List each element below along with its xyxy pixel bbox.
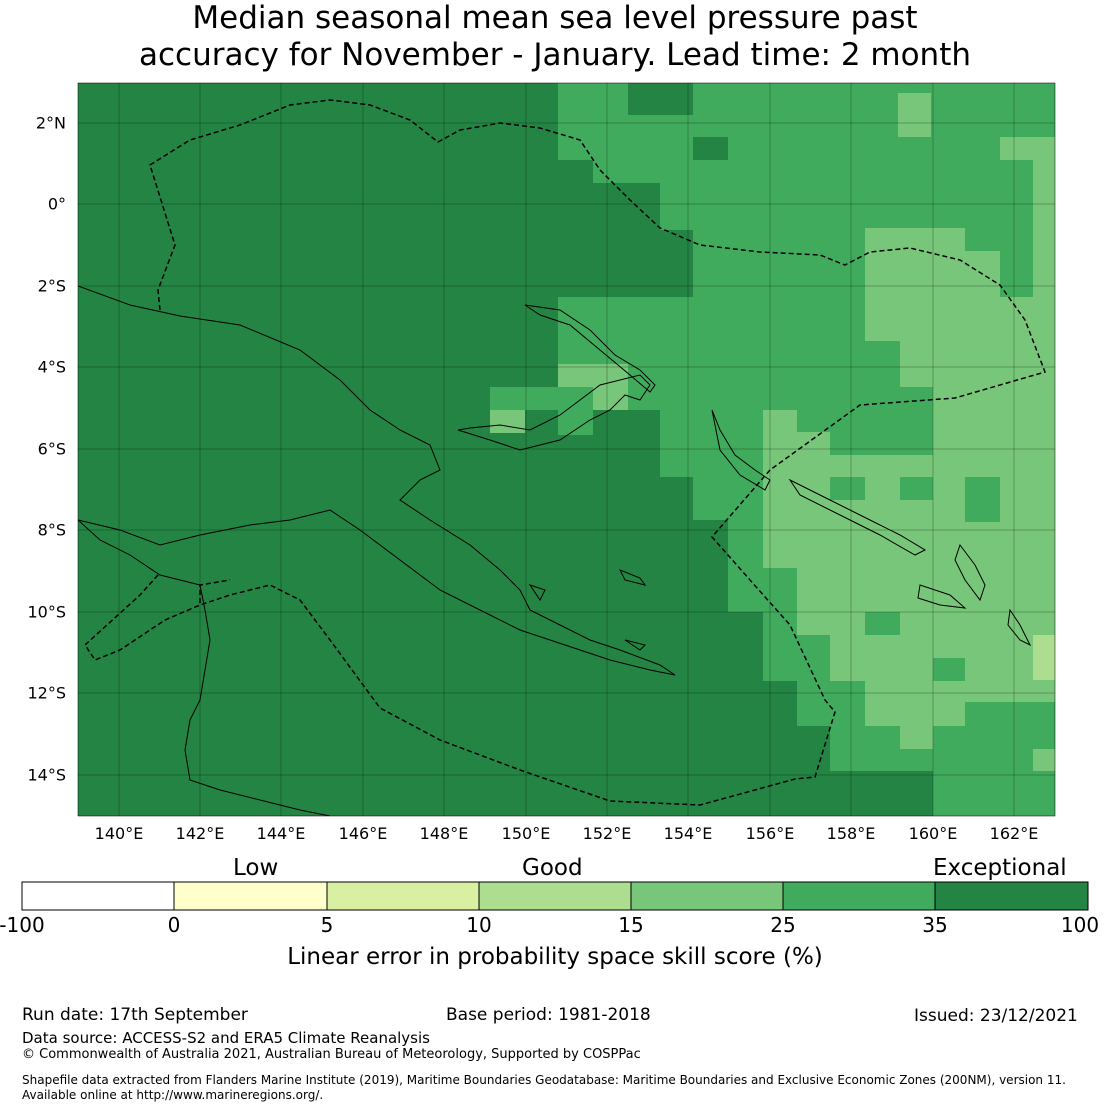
skill-cell-exceptional-b xyxy=(830,771,933,816)
skill-cell-light-d xyxy=(1033,635,1055,680)
lon-label-160e: 160°E xyxy=(908,824,958,843)
lon-label-158e: 158°E xyxy=(826,824,876,843)
colorbar-tick: 35 xyxy=(922,913,948,937)
colorbar-category-exceptional: Exceptional xyxy=(933,855,1067,881)
colorbar-tick: 10 xyxy=(466,913,492,937)
eez-boundary xyxy=(84,99,1046,806)
lat-label-2s: 2°S xyxy=(37,276,66,296)
issued-date: Issued: 23/12/2021 xyxy=(914,1006,1078,1026)
map-title-line-2: accuracy for November - January. Lead ti… xyxy=(138,37,972,73)
colorbar-tick: -100 xyxy=(0,913,45,937)
skill-cell-medium-e xyxy=(965,702,1055,749)
lat-label-12s: 12°S xyxy=(27,683,66,703)
png-eez xyxy=(84,99,1046,806)
run-date: Run date: 17th September xyxy=(22,1005,248,1025)
map-title-line-1: Median seasonal mean sea level pressure … xyxy=(192,0,918,36)
colorbar-category-good: Good xyxy=(522,855,583,881)
gridlines xyxy=(78,83,1055,816)
data-source: Data source: ACCESS-S2 and ERA5 Climate … xyxy=(22,1029,430,1047)
skill-cell-light-a xyxy=(558,364,593,387)
shapefile-credit: Shapefile data extracted from Flanders M… xyxy=(22,1073,1066,1087)
lon-label-154e: 154°E xyxy=(663,824,713,843)
new-ireland-coast xyxy=(524,304,656,393)
colorbar-tick: 100 xyxy=(1060,913,1100,937)
lon-label-142e: 142°E xyxy=(175,824,225,843)
skill-cell-good xyxy=(898,93,931,137)
skill-cell-medium-a xyxy=(830,477,865,500)
skill-region-15-25 xyxy=(763,137,1055,816)
skill-cell-medium-f xyxy=(865,612,900,635)
colorbar-tick: 0 xyxy=(167,913,181,937)
colorbar-xlabel: Linear error in probability space skill … xyxy=(287,944,823,970)
lon-label-150e: 150°E xyxy=(501,824,551,843)
lon-label-152e: 152°E xyxy=(582,824,632,843)
lat-label-8s: 8°S xyxy=(37,520,66,540)
lon-label-146e: 146°E xyxy=(338,824,388,843)
base-period: Base period: 1981-2018 xyxy=(446,1005,651,1025)
lon-label-140e: 140°E xyxy=(94,824,144,843)
coastlines xyxy=(78,285,1032,816)
solomon-islands-chain xyxy=(788,478,927,556)
skill-cell-light-c xyxy=(490,410,525,433)
solomon-bougainville xyxy=(711,409,771,491)
colorbar-segment-0-5 xyxy=(174,882,327,910)
lon-label-148e: 148°E xyxy=(419,824,469,843)
lat-label-14s: 14°S xyxy=(27,765,66,785)
skill-cell-medium-d xyxy=(933,658,965,681)
lon-label-144e: 144°E xyxy=(256,824,306,843)
louisiade-islands xyxy=(528,569,647,651)
lat-label-0: 0° xyxy=(47,194,66,214)
solomon-islands-3 xyxy=(917,584,967,609)
map-frame xyxy=(77,82,1056,817)
colorbar-tick: 25 xyxy=(770,913,796,937)
lat-label-2n: 2°N xyxy=(35,113,66,133)
colorbar-segment-15-25 xyxy=(631,882,783,910)
solomon-islands-4 xyxy=(1007,608,1032,647)
skill-cell-medium-c xyxy=(965,477,1000,522)
lat-label-4s: 4°S xyxy=(37,357,66,377)
lat-label-10s: 10°S xyxy=(27,602,66,622)
skill-cell-exceptional xyxy=(693,137,728,160)
colorbar-segment-10-15 xyxy=(479,882,631,910)
colorbar-tick: 15 xyxy=(618,913,644,937)
colorbar xyxy=(21,881,1089,911)
colorbar-category-low: Low xyxy=(233,855,279,881)
solomon-islands-2 xyxy=(954,543,986,602)
colorbar-segment-5-10 xyxy=(327,882,479,910)
skill-cell-medium-b xyxy=(900,477,933,500)
australia-eez-segment xyxy=(199,579,231,603)
colorbar-tick: 5 xyxy=(320,913,334,937)
skill-cell-light-b xyxy=(593,364,628,410)
new-guinea-coast xyxy=(78,285,676,676)
lon-label-162e: 162°E xyxy=(989,824,1039,843)
shapefile-url: Available online at http://www.marinereg… xyxy=(22,1088,324,1102)
copyright: © Commonwealth of Australia 2021, Austra… xyxy=(22,1047,641,1062)
colorbar-segment-25-35 xyxy=(783,882,935,910)
australia-coast xyxy=(78,519,331,816)
colorbar-segment-35-100 xyxy=(935,882,1088,910)
lat-label-6s: 6°S xyxy=(37,439,66,459)
lon-label-156e: 156°E xyxy=(745,824,795,843)
colorbar-segment-neg100-0 xyxy=(22,882,174,910)
new-britain-coast xyxy=(457,374,651,451)
skill-grid xyxy=(490,83,1055,816)
